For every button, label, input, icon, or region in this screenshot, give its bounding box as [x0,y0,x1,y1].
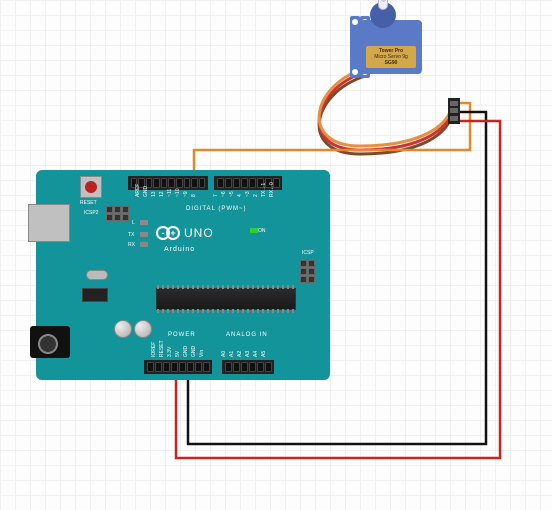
pin-label-top: 2 [253,194,259,197]
analog-section-label: ANALOG IN [226,332,268,338]
pin-label-top: 13 [151,191,157,197]
reset-button[interactable] [80,176,102,198]
pin-bot[interactable] [203,362,210,372]
pin-bot[interactable] [225,362,232,372]
pin-label-analog: A4 [253,351,259,357]
pin-bot[interactable] [171,362,178,372]
voltage-regulator [82,288,108,302]
servo-connector [448,98,460,124]
icsp-header [300,260,315,283]
atmega-chip [156,288,296,310]
pin-label-power: GND [191,346,197,357]
on-label: ON [258,228,266,234]
pin-label-power: IOREF [151,342,157,357]
pin-label-power: 3.3V [167,347,173,357]
connector-pin-vcc [450,108,458,113]
pin-bot[interactable] [265,362,272,372]
pin-label-power: 5V [175,351,181,357]
pin-label-top: TX→1 [261,183,267,197]
pin-top[interactable] [217,178,224,188]
pin-label-top: ~10 [175,189,181,197]
pin-top[interactable] [233,178,240,188]
pin-label-top: ~11 [167,189,173,197]
pin-top[interactable] [241,178,248,188]
servo-sticker: Tower Pro Micro Servo 9g SG90 [366,46,416,68]
usb-port [28,204,70,242]
pin-top[interactable] [168,178,175,188]
crystal-oscillator [86,270,108,280]
led-rx [140,242,148,247]
pin-label-top: ~6 [221,191,227,197]
pin-top[interactable] [176,178,183,188]
icsp-label: ICSP [302,250,314,256]
pin-bot[interactable] [147,362,154,372]
pin-label-analog: A3 [245,351,251,357]
servo-cable-orange [319,68,452,146]
pin-label-top: RX←0 [269,182,275,197]
brand-sub: Arduino [164,246,195,253]
pin-label-power: Vin [199,350,205,357]
led-on [250,228,258,233]
servo-horn [378,0,388,10]
pin-bot[interactable] [179,362,186,372]
pin-label-top: GND [143,186,149,197]
pin-label-top: AREF [135,184,141,197]
pin-label-top: 8 [191,194,197,197]
arduino-brand: - + UNO [156,226,214,240]
pin-bot[interactable] [187,362,194,372]
pin-bot[interactable] [249,362,256,372]
logo-ring-plus: + [166,226,180,240]
led-tx [140,232,148,237]
pin-label-top: ~3 [245,191,251,197]
pin-top[interactable] [153,178,160,188]
pin-bot[interactable] [257,362,264,372]
icsp2-label: ICSP2 [84,210,98,216]
pin-label-top: ~9 [183,191,189,197]
digital-section-label: DIGITAL (PWM~) [186,206,247,212]
connector-pin-signal [450,101,458,106]
pin-bot[interactable] [195,362,202,372]
pin-bot[interactable] [233,362,240,372]
pin-bot[interactable] [241,362,248,372]
servo-cable-red [319,72,452,150]
pin-label-power: RESET [159,340,165,357]
capacitor-1 [114,320,132,338]
pin-label-power: GND [183,346,189,357]
led-l [140,220,148,225]
pin-label-analog: A0 [221,351,227,357]
pin-label-top: 4 [237,194,243,197]
pin-label-analog: A5 [261,351,267,357]
pin-label-analog: A1 [229,351,235,357]
l-label: L [132,220,135,226]
power-section-label: POWER [168,332,196,338]
pin-label-analog: A2 [237,351,243,357]
pin-top[interactable] [199,178,206,188]
pin-top[interactable] [249,178,256,188]
connector-pin-gnd [450,116,458,121]
servo-mount-left [350,16,360,78]
capacitor-2 [134,320,152,338]
pin-bot[interactable] [163,362,170,372]
pin-top[interactable] [191,178,198,188]
arduino-uno-board: RESET AREFGND1312~11~10~987~6~54~32TX→1R… [36,170,330,380]
pin-label-top: 12 [159,191,165,197]
power-header [144,360,212,374]
pin-bot[interactable] [155,362,162,372]
reset-label: RESET [80,200,97,206]
pin-top[interactable] [225,178,232,188]
icsp2-header [106,206,129,221]
wire-signal [194,103,470,178]
pin-label-top: 7 [213,194,219,197]
servo-label-line3: SG90 [368,60,414,66]
brand-uno: UNO [184,226,214,240]
power-jack [30,326,70,358]
pin-label-top: ~5 [229,191,235,197]
pin-top[interactable] [161,178,168,188]
servo-cable-brown [319,76,452,154]
tx-label: TX [128,232,134,238]
analog-header [222,360,274,374]
rx-label: RX [128,242,135,248]
pin-top[interactable] [184,178,191,188]
